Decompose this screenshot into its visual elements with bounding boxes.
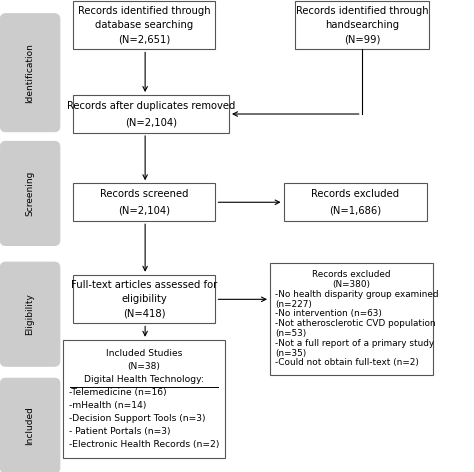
Text: (n=53): (n=53) (275, 329, 307, 338)
Text: -Could not obtain full-text (n=2): -Could not obtain full-text (n=2) (275, 358, 419, 368)
Text: -Not atherosclerotic CVD population: -Not atherosclerotic CVD population (275, 319, 436, 328)
Text: (n=227): (n=227) (275, 300, 312, 309)
Text: (n=35): (n=35) (275, 349, 307, 358)
FancyBboxPatch shape (283, 183, 427, 221)
FancyBboxPatch shape (73, 0, 216, 50)
Text: -Not a full report of a primary study: -Not a full report of a primary study (275, 339, 435, 348)
FancyBboxPatch shape (73, 275, 216, 323)
FancyBboxPatch shape (0, 142, 60, 245)
Text: -Decision Support Tools (n=3): -Decision Support Tools (n=3) (69, 414, 205, 423)
Text: (N=99): (N=99) (344, 34, 380, 44)
FancyBboxPatch shape (295, 0, 429, 50)
Text: Eligibility: Eligibility (26, 293, 35, 335)
Text: (N=1,686): (N=1,686) (329, 206, 381, 216)
Text: Records identified through: Records identified through (295, 6, 428, 16)
Text: Records excluded: Records excluded (312, 270, 391, 279)
FancyBboxPatch shape (0, 378, 60, 472)
Text: Records screened: Records screened (100, 189, 188, 199)
Text: Digital Health Technology:: Digital Health Technology: (84, 375, 204, 384)
Text: -Electronic Health Records (n=2): -Electronic Health Records (n=2) (69, 440, 219, 449)
Text: -mHealth (n=14): -mHealth (n=14) (69, 401, 146, 410)
FancyBboxPatch shape (64, 340, 225, 458)
FancyBboxPatch shape (0, 262, 60, 366)
FancyBboxPatch shape (73, 183, 216, 221)
Text: Full-text articles assessed for: Full-text articles assessed for (71, 280, 217, 290)
FancyBboxPatch shape (73, 95, 229, 133)
Text: (N=2,104): (N=2,104) (118, 206, 170, 216)
FancyBboxPatch shape (270, 263, 433, 375)
Text: Included Studies: Included Studies (106, 349, 182, 358)
Text: (N=2,651): (N=2,651) (118, 34, 170, 44)
Text: Included: Included (26, 406, 35, 445)
FancyBboxPatch shape (0, 14, 60, 132)
Text: - Patient Portals (n=3): - Patient Portals (n=3) (69, 427, 170, 436)
Text: -Telemedicine (n=16): -Telemedicine (n=16) (69, 388, 166, 397)
Text: -No health disparity group examined: -No health disparity group examined (275, 290, 439, 299)
Text: (N=418): (N=418) (123, 308, 165, 319)
Text: eligibility: eligibility (121, 294, 167, 304)
Text: Screening: Screening (26, 171, 35, 216)
Text: Records identified through: Records identified through (78, 6, 210, 16)
Text: Records after duplicates removed: Records after duplicates removed (67, 101, 235, 110)
Text: database searching: database searching (95, 20, 193, 30)
Text: handsearching: handsearching (325, 20, 399, 30)
Text: -No intervention (n=63): -No intervention (n=63) (275, 310, 382, 319)
Text: Identification: Identification (26, 43, 35, 102)
Text: (N=2,104): (N=2,104) (125, 118, 177, 127)
Text: Records excluded: Records excluded (311, 189, 399, 199)
Text: (N=38): (N=38) (128, 362, 160, 371)
Text: (N=380): (N=380) (333, 280, 371, 289)
